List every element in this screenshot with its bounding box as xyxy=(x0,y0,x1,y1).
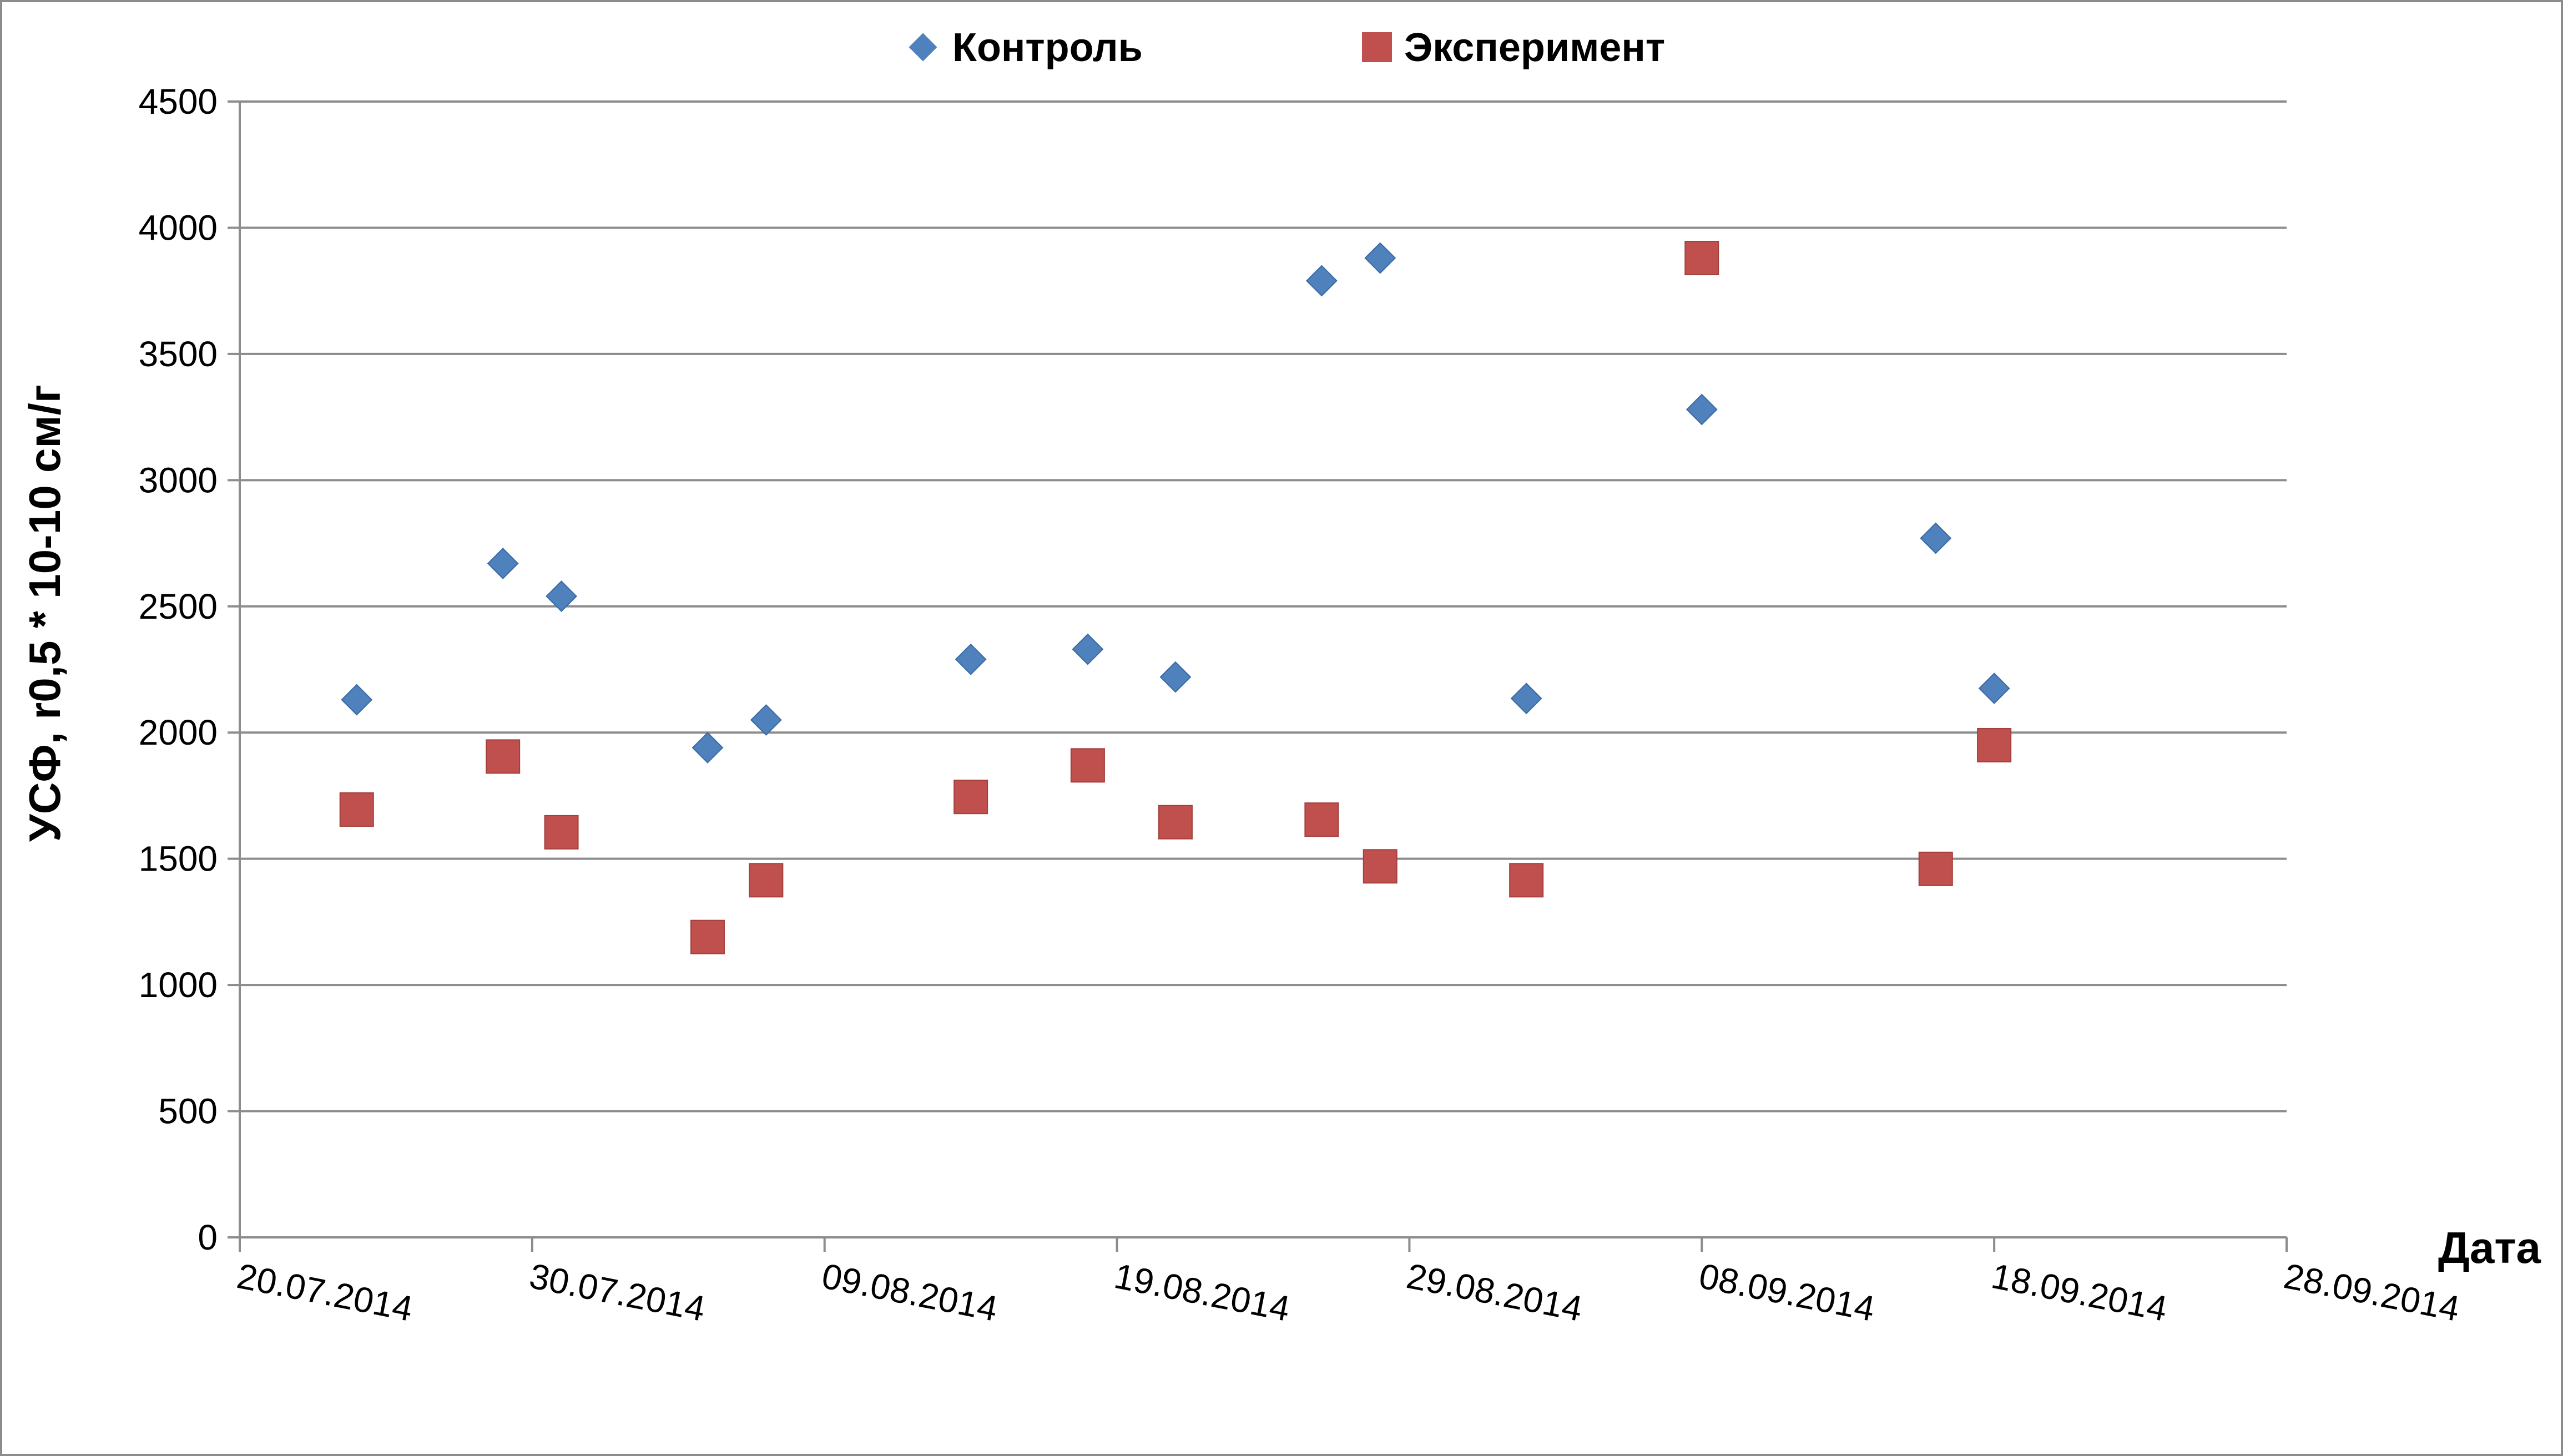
point-experiment xyxy=(1918,851,1953,886)
point-experiment xyxy=(544,815,579,850)
y-tick-label: 1500 xyxy=(139,839,218,879)
point-experiment xyxy=(1158,805,1193,840)
x-axis-title: Дата xyxy=(2438,1223,2541,1272)
legend-label-experiment: Эксперимент xyxy=(1404,26,1665,70)
point-control xyxy=(1510,683,1542,715)
legend-item-experiment: Эксперимент xyxy=(1362,26,1665,70)
point-experiment xyxy=(339,792,374,827)
point-control xyxy=(487,548,519,579)
y-tick-label: 1000 xyxy=(139,965,218,1005)
y-tick-label: 4500 xyxy=(139,82,218,122)
x-tick-label: 29.08.2014 xyxy=(1404,1256,1586,1329)
point-control xyxy=(1072,633,1104,665)
point-control xyxy=(750,704,782,736)
point-experiment xyxy=(1509,863,1544,898)
legend-marker-experiment xyxy=(1362,32,1392,62)
point-experiment xyxy=(1363,849,1397,884)
y-tick-label: 3000 xyxy=(139,460,218,500)
y-tick-label: 2000 xyxy=(139,712,218,752)
y-tick-label: 3500 xyxy=(139,334,218,374)
point-control xyxy=(546,580,577,612)
point-control xyxy=(1364,242,1396,274)
y-tick-label: 2500 xyxy=(139,587,218,626)
x-tick-label: 18.09.2014 xyxy=(1988,1256,2170,1329)
legend-label-control: Контроль xyxy=(952,26,1143,70)
point-experiment xyxy=(486,739,521,774)
x-tick-label: 28.09.2014 xyxy=(2281,1256,2463,1329)
point-control xyxy=(1978,673,2010,705)
data-points xyxy=(339,241,2012,954)
x-tick-label: 08.09.2014 xyxy=(1696,1256,1878,1329)
point-experiment xyxy=(1070,748,1105,783)
legend-item-control: Контроль xyxy=(909,26,1143,70)
point-control xyxy=(692,732,724,764)
point-control xyxy=(955,643,987,675)
axes xyxy=(228,100,2288,1252)
x-tick-label: 30.07.2014 xyxy=(526,1256,708,1329)
x-tick-label: 20.07.2014 xyxy=(234,1256,416,1329)
legend-marker-control xyxy=(909,33,937,62)
legend: Контроль Эксперимент xyxy=(909,26,1665,70)
point-control xyxy=(1920,522,1952,554)
y-tick-labels: 0 500 1000 1500 2000 2500 3000 3500 4000 4500 xyxy=(139,82,218,1257)
x-tick-label: 09.08.2014 xyxy=(819,1256,1001,1329)
point-experiment xyxy=(1977,727,2012,762)
y-axis-title: УСФ, r0,5 * 10-10 см/г xyxy=(20,385,69,842)
x-tick-labels: 20.07.2014 30.07.2014 09.08.2014 19.08.2014… xyxy=(234,1256,2463,1329)
y-tick-label: 500 xyxy=(158,1091,218,1131)
x-tick-label: 19.08.2014 xyxy=(1111,1256,1293,1329)
y-tick-label: 0 xyxy=(198,1217,218,1257)
point-experiment xyxy=(1684,241,1719,276)
point-experiment xyxy=(953,780,988,815)
point-control xyxy=(1686,393,1718,426)
point-control xyxy=(1305,265,1338,297)
point-experiment xyxy=(1304,802,1339,837)
point-experiment xyxy=(749,863,784,898)
point-experiment xyxy=(690,919,725,954)
point-control xyxy=(1159,661,1192,693)
y-tick-label: 4000 xyxy=(139,208,218,247)
gridlines xyxy=(240,100,2287,1113)
point-control xyxy=(341,684,373,716)
